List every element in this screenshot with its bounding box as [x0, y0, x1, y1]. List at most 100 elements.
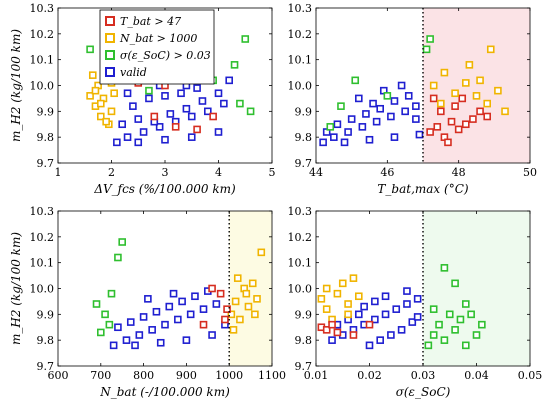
scatter-point — [97, 112, 105, 121]
scatter-point — [229, 326, 238, 334]
scatter-point — [440, 336, 449, 344]
scatter-point — [349, 274, 358, 282]
legend-entry: σ(ε_SoC) > 0.03 — [105, 49, 211, 62]
scatter-point — [209, 112, 217, 121]
scatter-point — [328, 336, 336, 344]
scatter-point — [227, 310, 236, 319]
scatter-point — [145, 94, 153, 103]
scatter-point — [317, 295, 326, 303]
legend-entry: valid — [105, 66, 147, 79]
scatter-point — [372, 117, 381, 126]
legend-marker — [105, 16, 115, 26]
scatter-point — [171, 123, 180, 131]
y-tick-label: 9.7 — [295, 157, 313, 170]
y-tick-label: 10.2 — [30, 231, 55, 244]
y-tick-label: 10.2 — [288, 231, 313, 244]
scatter-point — [338, 279, 347, 288]
scatter-point — [102, 117, 110, 126]
scatter-point — [426, 128, 434, 136]
scatter-point — [230, 61, 239, 69]
y-tick-label: 9.9 — [295, 308, 313, 321]
y-tick-label: 10.3 — [288, 2, 313, 15]
scatter-point — [429, 94, 438, 103]
scatter-point — [337, 102, 345, 110]
axis-ticks: 1 2 3 4 5 9.7 9.8 9.9 10.0 10.1 10.2 10.3 — [30, 2, 276, 179]
y-tick-label: 10.3 — [30, 2, 55, 15]
scatter-point — [376, 336, 385, 344]
scatter-point — [381, 292, 390, 301]
scatter-point — [110, 89, 118, 98]
x-tick-label: 44 — [309, 166, 323, 179]
scatter-point — [97, 328, 105, 337]
scatter-point — [246, 107, 255, 116]
scatter-point — [193, 84, 201, 92]
scatter-point — [360, 302, 368, 311]
scatter-point — [483, 99, 492, 108]
x-tick-label: 48 — [452, 166, 466, 179]
scatter-point — [182, 104, 191, 113]
y-tick-label: 10.2 — [288, 28, 313, 41]
scatter-point — [107, 289, 116, 298]
x-tick-label: 0.05 — [518, 369, 543, 382]
scatter-point — [422, 45, 431, 54]
scatter-point — [365, 135, 374, 144]
scatter-point — [236, 99, 244, 108]
scatter-point — [381, 310, 390, 319]
scatter-point — [445, 310, 454, 319]
scatter-point — [333, 289, 342, 298]
scatter-point — [408, 318, 417, 326]
scatter-point — [242, 289, 251, 298]
scatter-point — [365, 341, 374, 350]
x-tick-label: 700 — [90, 369, 111, 382]
scatter-point — [494, 86, 502, 95]
x-tick-label: 600 — [48, 369, 69, 382]
x-tick-label: 2 — [108, 166, 115, 179]
x-tick-label: 3 — [162, 166, 169, 179]
threshold-shade — [423, 8, 530, 163]
scatter-point — [129, 102, 137, 110]
scatter-point — [107, 107, 116, 116]
y-tick-label: 10.3 — [288, 205, 313, 218]
scatter-point — [461, 120, 470, 129]
scatter-point — [187, 133, 196, 141]
scatter-point — [251, 310, 259, 319]
scatter-point — [139, 128, 148, 136]
scatter-point — [483, 112, 492, 121]
scatter-point — [461, 79, 470, 87]
scatter-point — [429, 305, 438, 313]
scatter-point — [231, 297, 240, 306]
scatter-point — [403, 287, 411, 295]
scatter-point — [97, 99, 105, 108]
scatter-point — [208, 284, 216, 293]
scatter-point — [169, 289, 178, 298]
scatter-point — [376, 104, 385, 113]
x-tick-label: 0.04 — [464, 369, 489, 382]
y-tick-label: 9.7 — [37, 360, 55, 373]
scatter-point — [454, 125, 463, 134]
scatter-point — [166, 110, 175, 118]
scatter-point — [371, 297, 379, 306]
scatter-point — [135, 331, 144, 339]
scatter-point — [152, 307, 161, 316]
scatter-point — [486, 45, 495, 54]
scatter-point — [447, 117, 456, 126]
scatter-point — [233, 274, 242, 282]
panel-nbat: 600 700 800 900 1000 1100 9.7 9.8 9.9 10.0 10.1 10.… — [9, 205, 286, 399]
scatter-point — [333, 328, 342, 337]
scatter-point — [178, 297, 186, 306]
y-tick-label: 10.1 — [30, 54, 55, 67]
axis-ticks: 44 46 48 50 9.7 9.8 9.9 10.0 10.1 10.2 10.3 — [288, 2, 538, 179]
scatter-point — [208, 331, 216, 339]
scatter-point — [401, 107, 409, 116]
panel-sigma-soc: 0.01 0.02 0.03 0.04 0.05 9.7 9.8 9.9 10.0 10.1 10.… — [288, 205, 543, 399]
y-tick-label: 10.1 — [288, 54, 313, 67]
scatter-point — [150, 112, 159, 121]
scatter-point — [392, 305, 401, 313]
scatter-point — [465, 61, 474, 69]
scatter-points — [86, 35, 255, 147]
scatter-point — [236, 315, 244, 324]
y-tick-label: 10.0 — [30, 80, 55, 93]
scatter-point — [174, 315, 182, 324]
scatter-point — [354, 292, 363, 301]
scatter-point — [461, 300, 470, 308]
